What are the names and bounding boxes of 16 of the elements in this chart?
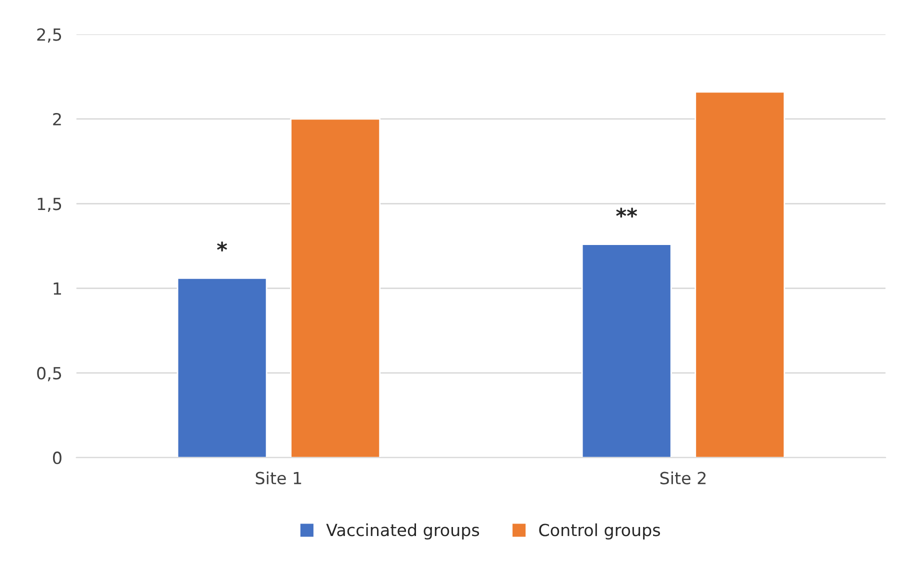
annotation: *	[217, 242, 228, 252]
bar	[176, 277, 268, 458]
bar	[581, 244, 672, 458]
annotation: **	[616, 208, 638, 218]
bar	[290, 118, 381, 458]
y-tick-label: 2	[53, 112, 61, 126]
x-tick-label: Site 2	[660, 471, 706, 484]
bar	[694, 91, 786, 458]
x-tick-label: Site 1	[256, 471, 302, 484]
legend-label: Vaccinated groups	[326, 523, 480, 540]
y-tick-label: 1	[54, 282, 61, 295]
legend-label: Control groups	[539, 523, 660, 540]
y-tick-label: 2,5	[37, 28, 62, 43]
y-tick-label: 1,5	[38, 198, 62, 212]
y-tick-label: 0,5	[37, 366, 62, 382]
y-tick-label: 0	[53, 452, 62, 464]
